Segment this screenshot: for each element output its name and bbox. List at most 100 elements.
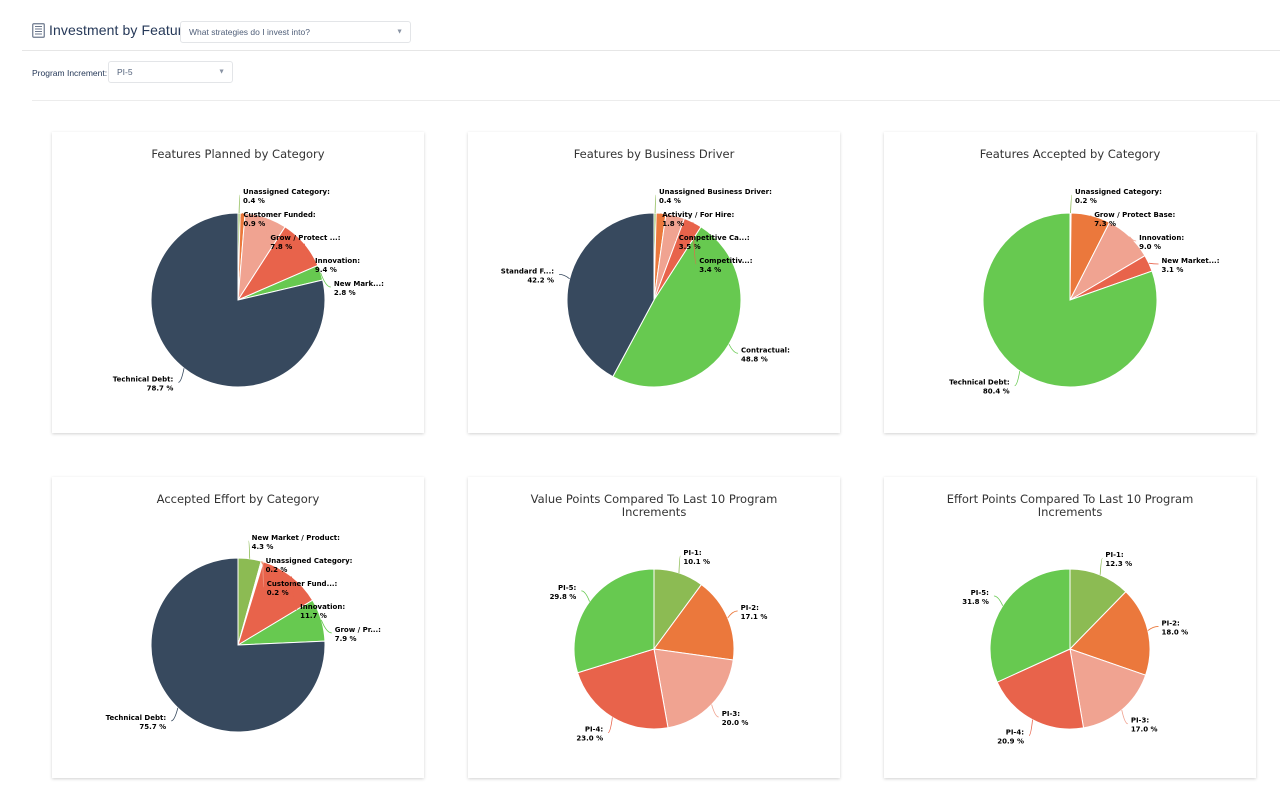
label-connector: [262, 561, 265, 588]
data-label-name: PI-5:: [558, 584, 577, 592]
data-label-name: Technical Debt:: [949, 379, 1010, 387]
chart-card-features-accepted-by-category: Features Accepted by Category Unassigned …: [884, 132, 1256, 433]
label-connector: [993, 595, 1004, 606]
chevron-down-icon: ▼: [396, 28, 403, 36]
data-label-name: Innovation:: [1139, 234, 1184, 242]
label-connector: [1147, 626, 1159, 631]
pie-chart: New Market / Product:4.3 % Unassigned Cat…: [106, 534, 381, 733]
data-label-name: New Mark...:: [334, 280, 384, 288]
pie-chart: PI-1:12.3 % PI-2:18.0 % PI-3:17.0 % PI-4:20…: [962, 551, 1188, 746]
label-connector: [1099, 557, 1103, 575]
chart-title: Accepted Effort by Category: [156, 492, 320, 506]
label-connector: [654, 194, 657, 214]
data-label-name: PI-5:: [971, 589, 990, 597]
pie-slice-pi-1[interactable]: [1069, 568, 1127, 651]
label-connector: [178, 368, 185, 383]
data-label-value: 17.1 %: [741, 613, 768, 621]
data-label-name: Competitive Ca...:: [679, 234, 750, 242]
data-label-name: New Market...:: [1162, 257, 1220, 265]
label-connector: [320, 272, 331, 288]
data-label-value: 2.8 %: [334, 289, 356, 297]
data-label-value: 75.7 %: [139, 723, 166, 731]
data-label-value: 48.8 %: [741, 355, 768, 363]
data-label-value: 0.4 %: [659, 197, 681, 205]
label-connector: [320, 619, 332, 634]
data-label-name: Unassigned Category:: [243, 188, 330, 196]
data-label-name: PI-4:: [585, 726, 604, 734]
pie-chart: Unassigned Business Driver:0.4 % Activity…: [501, 188, 790, 388]
data-label-value: 3.1 %: [1162, 266, 1184, 274]
pie-chart: PI-1:10.1 % PI-2:17.1 % PI-3:20.0 % PI-4:23…: [550, 549, 768, 743]
data-label-value: 9.4 %: [315, 266, 337, 274]
data-label-value: 3.4 %: [699, 266, 721, 274]
data-label-value: 17.0 %: [1131, 726, 1158, 734]
strategy-select-value: What strategies do I invest into?: [189, 27, 310, 37]
chart-card-features-by-business-driver: Features by Business Driver Unassigned Bu…: [468, 132, 840, 433]
data-label-value: 0.4 %: [243, 197, 265, 205]
label-connector: [238, 194, 241, 214]
label-connector: [1148, 262, 1159, 265]
data-label-value: 29.8 %: [550, 593, 577, 601]
data-label-value: 0.2 %: [1075, 197, 1097, 205]
label-connector: [171, 707, 179, 722]
label-connector: [728, 343, 739, 354]
pie-slice-contractual[interactable]: [612, 226, 742, 388]
strategy-select[interactable]: What strategies do I invest into? ▼: [180, 21, 411, 43]
data-label-value: 23.0 %: [576, 735, 603, 743]
data-label-name: Technical Debt:: [113, 375, 174, 383]
data-label-name: Standard F...:: [501, 267, 554, 275]
chart-card-features-planned-by-category: Features Planned by Category Unassigned C…: [52, 132, 424, 433]
data-label-name: Customer Funded:: [243, 211, 316, 219]
pie-slice-technical-debt[interactable]: [150, 557, 326, 733]
data-label-value: 0.2 %: [266, 566, 288, 574]
label-connector: [1121, 709, 1128, 725]
page-title-group: Investment by Feature: [32, 22, 190, 38]
data-label-value: 11.7 %: [300, 612, 327, 620]
label-connector: [248, 540, 251, 559]
program-increment-select[interactable]: PI-5 ▼: [108, 61, 233, 83]
chart-card-effort-points-compared-to-last-10-program-increments: Effort Points Compared To Last 10 Progra…: [884, 477, 1256, 778]
pie-slice-pi-5[interactable]: [573, 568, 655, 674]
data-label-name: Competitiv...:: [699, 257, 752, 265]
pie-slice-pi-4[interactable]: [576, 648, 669, 730]
pie-slice-pi-5[interactable]: [989, 568, 1071, 683]
label-connector: [559, 273, 570, 280]
data-label-value: 0.9 %: [243, 220, 265, 228]
data-label-name: Unassigned Business Driver:: [659, 188, 772, 196]
data-label-value: 4.3 %: [252, 543, 274, 551]
label-connector: [240, 213, 244, 219]
chart-card-value-points-compared-to-last-10-program-increments: Value Points Compared To Last 10 Program…: [468, 477, 840, 778]
data-label-name: Technical Debt:: [106, 714, 167, 722]
pie-chart: Unassigned Category:0.2 % Grow / Protect …: [949, 188, 1220, 396]
pie-slice-technical-debt[interactable]: [982, 212, 1158, 388]
data-label-value: 12.3 %: [1105, 560, 1132, 568]
data-label-name: Innovation:: [300, 603, 345, 611]
data-label-value: 20.9 %: [997, 738, 1024, 746]
data-label-value: 80.4 %: [983, 388, 1010, 396]
data-label-value: 7.9 %: [335, 635, 357, 643]
data-label-name: PI-4:: [1006, 729, 1025, 737]
data-label-name: Grow / Protect ...:: [270, 234, 340, 242]
label-connector: [1028, 719, 1033, 737]
label-connector: [303, 243, 313, 265]
data-label-name: Grow / Protect Base:: [1094, 211, 1175, 219]
chart-title: Features by Business Driver: [573, 147, 735, 161]
data-label-value: 7.8 %: [270, 243, 292, 251]
label-connector: [1014, 370, 1021, 387]
data-label-name: Innovation:: [315, 257, 360, 265]
data-label-name: Customer Fund...:: [267, 580, 338, 588]
document-icon: [32, 22, 45, 38]
label-connector: [659, 213, 662, 219]
data-label-name: Unassigned Category:: [1075, 188, 1162, 196]
label-connector: [265, 217, 268, 242]
data-label-name: New Market / Product:: [252, 534, 341, 542]
pie-slice-pi-4[interactable]: [996, 648, 1085, 730]
chart-title: Features Accepted by Category: [979, 147, 1161, 161]
label-connector: [607, 717, 613, 734]
pie-chart: Unassigned Category:0.4 % Customer Funded…: [113, 188, 384, 392]
data-label-value: 10.1 %: [683, 558, 710, 566]
pie-slice-pi-3[interactable]: [653, 648, 734, 729]
data-label-value: 20.0 %: [722, 719, 749, 727]
data-label-name: Activity / For Hire:: [662, 211, 734, 219]
pie-slice-pi-2[interactable]: [1069, 591, 1151, 676]
